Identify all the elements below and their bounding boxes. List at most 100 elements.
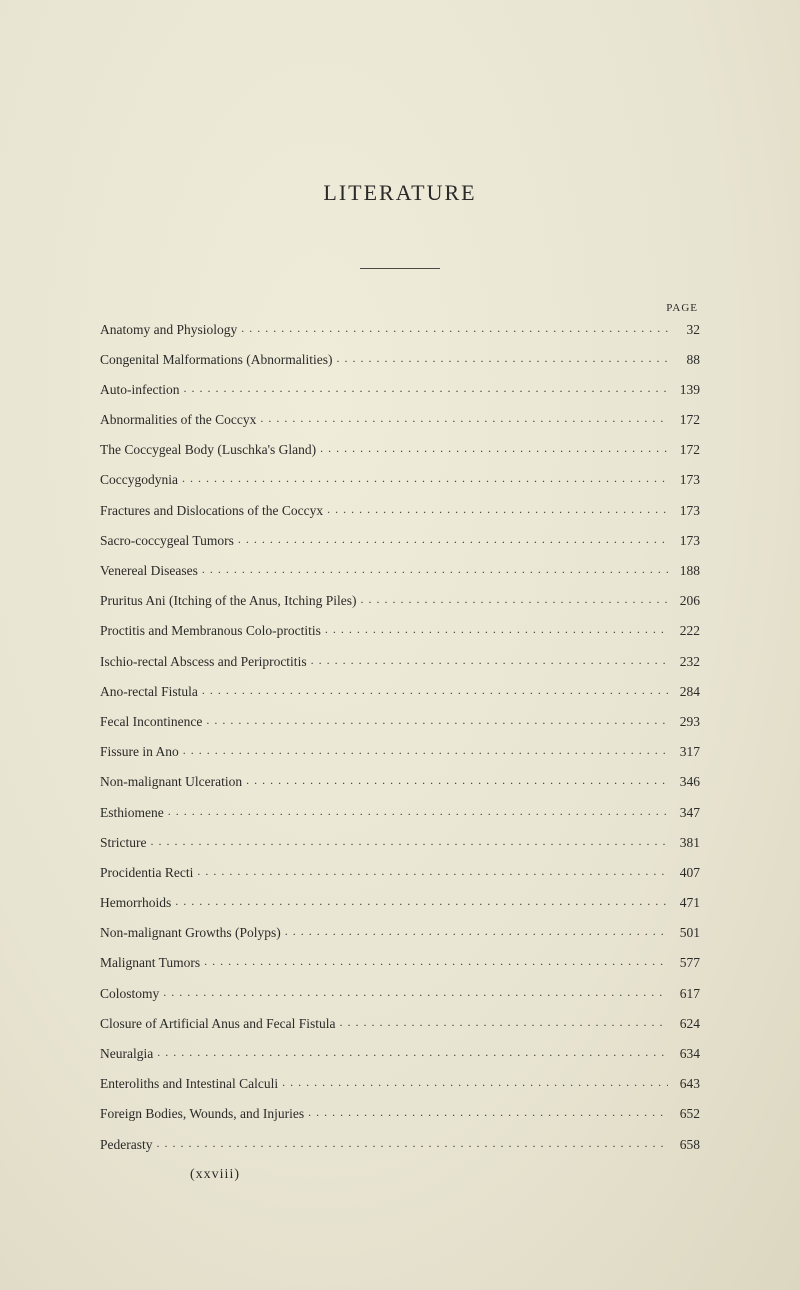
toc-title: Stricture [100, 836, 147, 850]
toc-row: Pederasty 658 [100, 1135, 700, 1151]
toc-page-number: 232 [672, 655, 700, 669]
toc-row: Esthiomene 347 [100, 803, 700, 819]
toc-row: Stricture 381 [100, 833, 700, 849]
toc-leader-dots [246, 773, 668, 787]
toc-page-number: 172 [672, 443, 700, 457]
toc-title: Non-malignant Ulceration [100, 775, 242, 789]
toc-leader-dots [238, 531, 668, 545]
toc-leader-dots [311, 652, 668, 666]
toc-title: Proctitis and Membranous Colo-proctitis [100, 624, 321, 638]
toc-title: Non-malignant Growths (Polyps) [100, 926, 281, 940]
toc-leader-dots [156, 1135, 668, 1149]
toc-page-number: 501 [672, 926, 700, 940]
toc-leader-dots [339, 1014, 668, 1028]
toc-leader-dots [151, 833, 669, 847]
toc-title: Closure of Artificial Anus and Fecal Fis… [100, 1017, 335, 1031]
toc-leader-dots [336, 350, 668, 364]
toc-row: Coccygodynia173 [100, 471, 700, 487]
toc-leader-dots [183, 380, 668, 394]
toc-row: Ischio-rectal Abscess and Periproctitis 2… [100, 652, 700, 668]
toc-page-number: 407 [672, 866, 700, 880]
toc-page-number: 32 [672, 323, 700, 337]
toc-row: Anatomy and Physiology 32 [100, 320, 700, 336]
toc-row: Fractures and Dislocations of the Coccyx… [100, 501, 700, 517]
toc-title: The Coccygeal Body (Luschka's Gland) [100, 443, 316, 457]
toc-row: Fissure in Ano317 [100, 743, 700, 759]
toc-leader-dots [327, 501, 668, 515]
toc-leader-dots [282, 1075, 668, 1089]
toc-page-number: 139 [672, 383, 700, 397]
toc-row: Abnormalities of the Coccyx 172 [100, 411, 700, 427]
toc-row: Non-malignant Ulceration 346 [100, 773, 700, 789]
divider-wrap [100, 256, 700, 274]
toc-leader-dots [320, 441, 668, 455]
toc-title: Ischio-rectal Abscess and Periproctitis [100, 655, 307, 669]
toc-row: Venereal Diseases188 [100, 562, 700, 578]
toc-title: Pruritus Ani (Itching of the Anus, Itchi… [100, 594, 356, 608]
toc-leader-dots [325, 622, 668, 636]
toc-row: Sacro-coccygeal Tumors173 [100, 531, 700, 547]
toc-leader-dots [260, 411, 668, 425]
toc-page-number: 293 [672, 715, 700, 729]
toc-page-number: 88 [672, 353, 700, 367]
toc-row: Enteroliths and Intestinal Calculi 643 [100, 1075, 700, 1091]
toc-leader-dots [206, 712, 668, 726]
toc-page-number: 206 [672, 594, 700, 608]
toc-row: Foreign Bodies, Wounds, and Injuries 652 [100, 1105, 700, 1121]
page-column-label: PAGE [100, 302, 700, 314]
toc-title: Neuralgia [100, 1047, 153, 1061]
toc-row: Neuralgia 634 [100, 1045, 700, 1061]
toc-row: Ano-rectal Fistula284 [100, 682, 700, 698]
toc-page-number: 173 [672, 534, 700, 548]
toc-title: Colostomy [100, 987, 159, 1001]
toc-leader-dots [360, 592, 668, 606]
toc-page-number: 347 [672, 806, 700, 820]
toc-leader-dots [182, 471, 668, 485]
toc-title: Venereal Diseases [100, 564, 198, 578]
section-heading: LITERATURE [100, 180, 700, 206]
toc-leader-dots [241, 320, 668, 334]
toc-row: Proctitis and Membranous Colo-proctitis 2… [100, 622, 700, 638]
toc-page-number: 643 [672, 1077, 700, 1091]
toc-title: Enteroliths and Intestinal Calculi [100, 1077, 278, 1091]
toc-page-number: 617 [672, 987, 700, 1001]
toc-title: Malignant Tumors [100, 956, 200, 970]
folio-number: (xxviii) [100, 1167, 700, 1183]
toc-title: Auto-infection [100, 383, 179, 397]
toc-page-number: 381 [672, 836, 700, 850]
toc-title: Fractures and Dislocations of the Coccyx [100, 504, 323, 518]
toc-page-number: 173 [672, 473, 700, 487]
toc-row: The Coccygeal Body (Luschka's Gland) 172 [100, 441, 700, 457]
toc-title: Abnormalities of the Coccyx [100, 413, 256, 427]
toc-page-number: 658 [672, 1138, 700, 1152]
toc-title: Pederasty [100, 1138, 152, 1152]
toc-title: Congenital Malformations (Abnormalities) [100, 353, 332, 367]
toc-leader-dots [204, 954, 668, 968]
toc-leader-dots [308, 1105, 668, 1119]
toc-row: Procidentia Recti407 [100, 863, 700, 879]
toc-row: Fecal Incontinence 293 [100, 712, 700, 728]
divider-rule [360, 268, 440, 269]
toc-row: Hemorrhoids 471 [100, 894, 700, 910]
page: LITERATURE PAGE Anatomy and Physiology 32… [0, 0, 800, 1290]
toc-leader-dots [197, 863, 668, 877]
toc-leader-dots [168, 803, 668, 817]
toc-page-number: 222 [672, 624, 700, 638]
toc-title: Foreign Bodies, Wounds, and Injuries [100, 1107, 304, 1121]
toc-title: Hemorrhoids [100, 896, 171, 910]
toc-page-number: 471 [672, 896, 700, 910]
toc-page-number: 172 [672, 413, 700, 427]
toc-row: Colostomy 617 [100, 984, 700, 1000]
toc-row: Non-malignant Growths (Polyps) 501 [100, 924, 700, 940]
toc-title: Anatomy and Physiology [100, 323, 237, 337]
toc-leader-dots [175, 894, 668, 908]
toc-title: Esthiomene [100, 806, 164, 820]
toc-page-number: 652 [672, 1107, 700, 1121]
toc-page-number: 317 [672, 745, 700, 759]
toc-row: Pruritus Ani (Itching of the Anus, Itchi… [100, 592, 700, 608]
toc-page-number: 346 [672, 775, 700, 789]
toc-row: Congenital Malformations (Abnormalities)… [100, 350, 700, 366]
toc-row: Closure of Artificial Anus and Fecal Fis… [100, 1014, 700, 1030]
toc-title: Fecal Incontinence [100, 715, 202, 729]
toc-page-number: 634 [672, 1047, 700, 1061]
